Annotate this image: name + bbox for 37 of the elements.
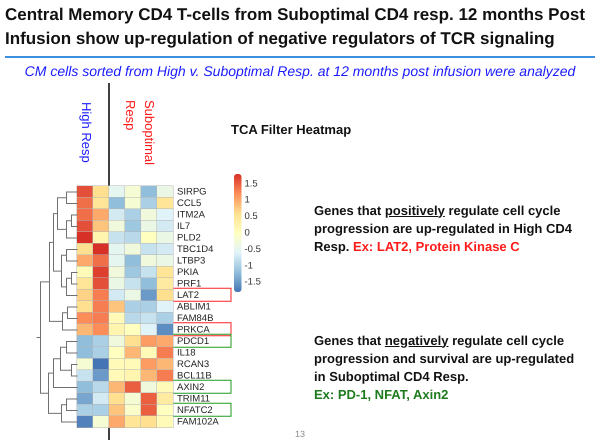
text: Central Memory CD4 T-cells from Suboptimal CD4 resp. 12 months Post Infusion show up-regulation of negative regulators of TCR signaling [5, 4, 586, 50]
color-bar-label: -0.5 [244, 244, 261, 255]
y-tick-label: PRF1 [177, 278, 202, 290]
y-tick-label: IL7 [177, 220, 190, 232]
text: Ex: PD-1, NFAT, Axin2 [314, 387, 448, 402]
y-tick-label: IL18 [177, 347, 196, 358]
y-tick-label: SIRPG [177, 186, 207, 198]
text: TCA Filter Heatmap [231, 122, 352, 137]
y-tick-label: BCL11B [177, 370, 212, 382]
y-tick-label: CCL5 [177, 198, 202, 209]
color-bar-label: 1.5 [244, 178, 258, 190]
y-tick-label: PKIA [177, 266, 200, 278]
y-tick-label: AXIN2 [177, 382, 204, 393]
color-bar-label: 1 [244, 194, 250, 206]
text: Suboptimal Resp [122, 100, 158, 168]
y-tick-label: LAT2 [177, 290, 200, 301]
y-tick-label: PLD2 [177, 232, 201, 244]
y-tick-label: NFATC2 [177, 404, 213, 416]
color-bar-label: -1 [244, 260, 253, 272]
text: CM cells sorted from High v. Suboptimal Resp. at 12 months post infusion were analyzed [24, 63, 577, 79]
text: Ex: LAT2, Protein Kinase C [353, 239, 520, 254]
text: High Resp [79, 102, 94, 165]
y-tick-label: PDCD1 [177, 336, 210, 347]
y-tick-label: PRKCA [177, 324, 210, 336]
y-tick-label: ABLIM1 [177, 301, 211, 312]
y-tick-label: TRIM11 [177, 393, 210, 404]
text: 13 [294, 429, 306, 439]
y-tick-label: RCAN3 [177, 358, 210, 370]
y-tick-label: LTBP3 [177, 255, 206, 266]
color-bar-label: 0.5 [244, 211, 258, 222]
y-tick-label: FAM84B [177, 312, 214, 324]
color-bar-label: -1.5 [244, 276, 261, 288]
text: Genes that negatively regulate cell cycle progression and survival are up-regulated in Suboptimal CD4 Resp. [314, 332, 574, 384]
y-tick-label: TBC1D4 [177, 244, 214, 255]
color-bar-label: 0 [244, 228, 250, 238]
y-tick-label: FAM102A [177, 416, 220, 428]
y-tick-label: ITM2A [177, 209, 206, 220]
